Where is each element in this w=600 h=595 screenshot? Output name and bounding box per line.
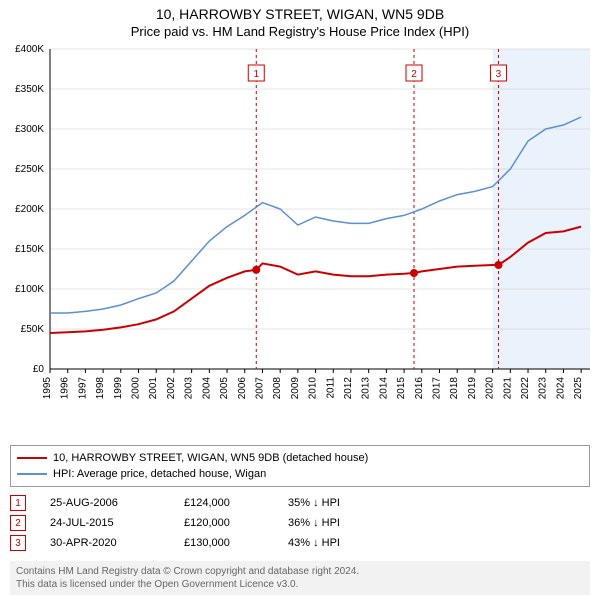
svg-text:2017: 2017 [432, 377, 443, 400]
svg-text:2: 2 [411, 69, 417, 80]
svg-text:2021: 2021 [502, 377, 513, 400]
svg-text:2018: 2018 [449, 377, 460, 400]
sale-hpi-delta: 36% ↓ HPI [288, 517, 388, 529]
svg-text:2012: 2012 [343, 377, 354, 400]
svg-text:2025: 2025 [573, 377, 584, 400]
svg-text:£100K: £100K [15, 284, 44, 295]
svg-text:2016: 2016 [414, 377, 425, 400]
sale-marker-icon: 2 [10, 515, 26, 531]
svg-text:£0: £0 [33, 364, 45, 375]
legend: 10, HARROWBY STREET, WIGAN, WN5 9DB (det… [10, 445, 590, 487]
legend-item: HPI: Average price, detached house, Wiga… [17, 466, 583, 482]
sale-row: 3 30-APR-2020 £130,000 43% ↓ HPI [10, 533, 590, 553]
svg-text:1996: 1996 [60, 377, 71, 400]
svg-text:2004: 2004 [201, 377, 212, 400]
svg-text:3: 3 [496, 69, 502, 80]
svg-text:2015: 2015 [396, 377, 407, 400]
svg-text:2020: 2020 [485, 377, 496, 400]
sale-price: £124,000 [184, 497, 264, 509]
sale-date: 30-APR-2020 [50, 537, 160, 549]
svg-text:£350K: £350K [15, 84, 44, 95]
svg-text:2013: 2013 [361, 377, 372, 400]
svg-text:£50K: £50K [21, 324, 45, 335]
sale-hpi-delta: 35% ↓ HPI [288, 497, 388, 509]
footer-text: This data is licensed under the Open Gov… [16, 578, 584, 591]
svg-text:1999: 1999 [113, 377, 124, 400]
svg-text:1995: 1995 [42, 377, 53, 400]
svg-text:2000: 2000 [131, 377, 142, 400]
footer-text: Contains HM Land Registry data © Crown c… [16, 565, 584, 578]
svg-text:£200K: £200K [15, 204, 44, 215]
svg-text:2010: 2010 [308, 377, 319, 400]
sale-date: 25-AUG-2006 [50, 497, 160, 509]
chart-address-title: 10, HARROWBY STREET, WIGAN, WN5 9DB [0, 6, 600, 22]
svg-text:2006: 2006 [237, 377, 248, 400]
svg-text:2008: 2008 [272, 377, 283, 400]
svg-text:2011: 2011 [325, 377, 336, 399]
legend-label: HPI: Average price, detached house, Wiga… [53, 468, 266, 480]
svg-text:2019: 2019 [467, 377, 478, 400]
svg-text:2005: 2005 [219, 377, 230, 400]
sale-row: 2 24-JUL-2015 £120,000 36% ↓ HPI [10, 513, 590, 533]
svg-text:2003: 2003 [184, 377, 195, 400]
sale-marker-icon: 1 [10, 495, 26, 511]
legend-item: 10, HARROWBY STREET, WIGAN, WN5 9DB (det… [17, 450, 583, 466]
chart-subtitle: Price paid vs. HM Land Registry's House … [0, 24, 600, 39]
svg-text:1998: 1998 [95, 377, 106, 400]
svg-text:£150K: £150K [15, 244, 44, 255]
price-chart: £0 £50K £100K £150K £200K £250K £300K £350K £400… [0, 39, 600, 439]
sale-date: 24-JUL-2015 [50, 517, 160, 529]
svg-text:1: 1 [253, 69, 259, 80]
sale-row: 1 25-AUG-2006 £124,000 35% ↓ HPI [10, 493, 590, 513]
sales-table: 1 25-AUG-2006 £124,000 35% ↓ HPI 2 24-JU… [10, 493, 590, 553]
legend-label: 10, HARROWBY STREET, WIGAN, WN5 9DB (det… [53, 452, 368, 464]
svg-text:£300K: £300K [15, 124, 44, 135]
svg-text:2014: 2014 [378, 377, 389, 400]
svg-text:2001: 2001 [148, 377, 159, 400]
svg-text:2002: 2002 [166, 377, 177, 400]
svg-text:£400K: £400K [15, 44, 44, 55]
svg-text:2022: 2022 [520, 377, 531, 400]
svg-text:2007: 2007 [254, 377, 265, 400]
sale-marker-icon: 3 [10, 535, 26, 551]
sale-price: £130,000 [184, 537, 264, 549]
svg-text:2023: 2023 [538, 377, 549, 400]
svg-text:2024: 2024 [555, 377, 566, 400]
sale-hpi-delta: 43% ↓ HPI [288, 537, 388, 549]
sale-price: £120,000 [184, 517, 264, 529]
svg-text:2009: 2009 [290, 377, 301, 400]
svg-text:1997: 1997 [77, 377, 88, 400]
svg-text:£250K: £250K [15, 164, 44, 175]
